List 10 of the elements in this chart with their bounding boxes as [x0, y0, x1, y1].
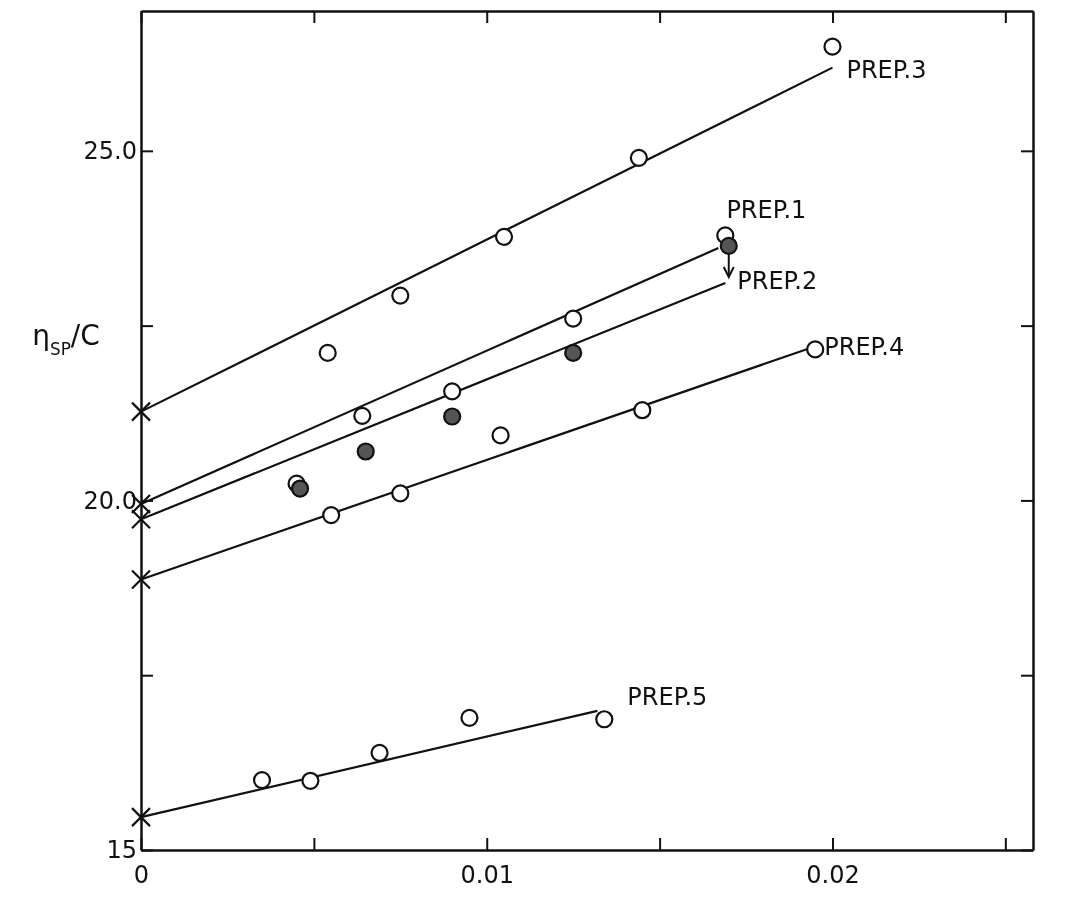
x-tick-label: 0.02 [806, 861, 860, 890]
x-tick-label: 0.01 [460, 861, 514, 890]
legend-label: PREP.2 [737, 266, 818, 295]
series-label: PREP.4 [824, 332, 905, 361]
y-tick-label: 25.0 [83, 137, 137, 166]
y-tick-label: 20.0 [83, 486, 137, 515]
series-label: PREP.1 [726, 196, 807, 225]
series-label: PREP.3 [846, 55, 927, 84]
series-label: PREP.5 [627, 682, 708, 711]
y-axis-title: η$_{SP}$/C [32, 319, 100, 359]
